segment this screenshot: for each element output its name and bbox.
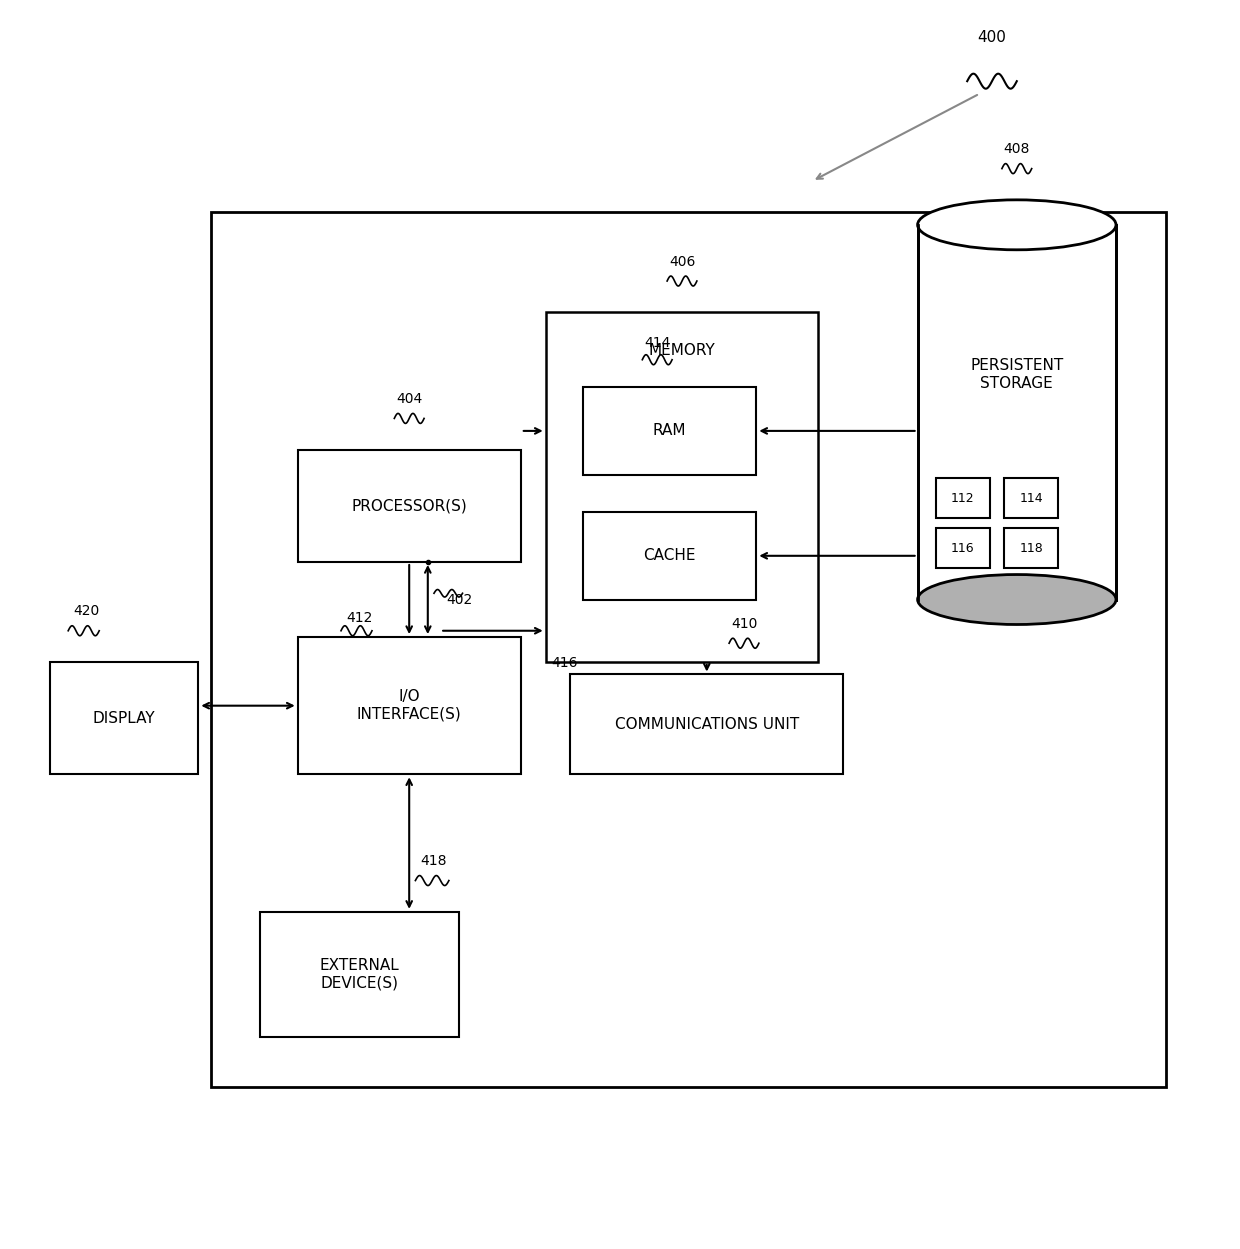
- FancyBboxPatch shape: [920, 225, 1114, 598]
- FancyBboxPatch shape: [298, 637, 521, 774]
- FancyBboxPatch shape: [570, 674, 843, 774]
- Text: 412: 412: [346, 611, 373, 624]
- Text: EXTERNAL
DEVICE(S): EXTERNAL DEVICE(S): [320, 958, 399, 990]
- Text: 420: 420: [73, 605, 100, 618]
- Text: 410: 410: [730, 617, 758, 631]
- FancyBboxPatch shape: [260, 912, 459, 1037]
- FancyBboxPatch shape: [50, 662, 198, 774]
- FancyBboxPatch shape: [1004, 478, 1058, 518]
- Text: 114: 114: [1019, 492, 1043, 505]
- FancyBboxPatch shape: [211, 212, 1166, 1087]
- Text: CACHE: CACHE: [644, 548, 696, 563]
- Text: 414: 414: [644, 336, 671, 350]
- FancyBboxPatch shape: [1004, 528, 1058, 568]
- Text: 406: 406: [668, 255, 696, 269]
- Text: 408: 408: [1003, 142, 1030, 156]
- Text: 418: 418: [420, 854, 448, 868]
- Text: MEMORY: MEMORY: [649, 343, 715, 358]
- Text: COMMUNICATIONS UNIT: COMMUNICATIONS UNIT: [615, 717, 799, 732]
- Text: 116: 116: [951, 542, 975, 555]
- Text: 400: 400: [977, 30, 1007, 45]
- Ellipse shape: [918, 200, 1116, 250]
- Text: DISPLAY: DISPLAY: [93, 711, 155, 726]
- Text: 112: 112: [951, 492, 975, 505]
- FancyBboxPatch shape: [936, 478, 990, 518]
- Text: I/O
INTERFACE(S): I/O INTERFACE(S): [357, 689, 461, 722]
- FancyBboxPatch shape: [583, 512, 756, 600]
- FancyBboxPatch shape: [583, 387, 756, 475]
- FancyBboxPatch shape: [546, 312, 818, 662]
- FancyBboxPatch shape: [936, 528, 990, 568]
- Ellipse shape: [918, 575, 1116, 624]
- Text: 416: 416: [552, 656, 578, 669]
- Text: PROCESSOR(S): PROCESSOR(S): [351, 498, 467, 513]
- Text: 404: 404: [396, 392, 423, 406]
- Text: 402: 402: [446, 592, 472, 607]
- FancyBboxPatch shape: [918, 225, 1116, 600]
- Text: RAM: RAM: [652, 423, 687, 438]
- Text: 118: 118: [1019, 542, 1043, 555]
- FancyBboxPatch shape: [298, 450, 521, 562]
- Text: PERSISTENT
STORAGE: PERSISTENT STORAGE: [970, 358, 1064, 391]
